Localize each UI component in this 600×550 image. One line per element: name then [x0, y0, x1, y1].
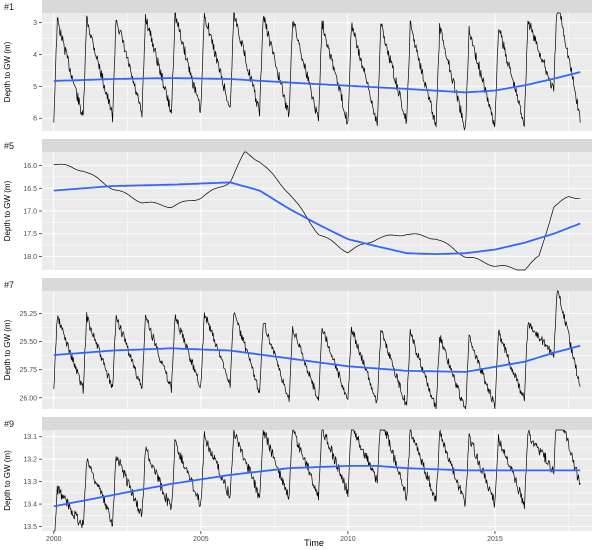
- y-tick-label: 13.5: [23, 524, 37, 531]
- facet-strip: [42, 0, 592, 13]
- x-axis-title: Time: [304, 538, 324, 548]
- y-axis-title: Depth to GW (m): [3, 41, 12, 102]
- y-tick-label: 25.50: [19, 339, 37, 346]
- facet-strip: [42, 417, 592, 430]
- x-tick-label: 2005: [193, 536, 209, 543]
- facet-panel: #9 13.1 13.2 13.3 13.4 13.5 Depth to GW (m): [3, 417, 592, 532]
- facet-title: #7: [4, 280, 14, 290]
- facet-title: #1: [4, 2, 14, 12]
- facet-strip: [42, 139, 592, 152]
- smooth-trend-line: [53, 71, 581, 94]
- facet-title: #9: [4, 419, 14, 429]
- x-tick-label: 2010: [340, 536, 356, 543]
- y-tick-label: 6: [33, 116, 37, 123]
- y-tick-label: 13.4: [23, 502, 37, 509]
- y-tick-label: 13.2: [23, 457, 37, 464]
- y-tick-label: 5: [33, 84, 37, 91]
- y-tick-label: 13.3: [23, 479, 37, 486]
- plot-panel: [42, 430, 592, 531]
- y-tick-label: 17.0: [23, 209, 37, 216]
- facet-title: #5: [4, 141, 14, 151]
- observed-series-line: [53, 429, 581, 532]
- y-tick-label: 26.00: [19, 395, 37, 402]
- plot-panel: [42, 13, 592, 131]
- y-tick-label: 17.5: [23, 231, 37, 238]
- facet-panel: #5 16.0 16.5 17.0 17.5 18.0 Depth to GW (m): [3, 139, 592, 271]
- y-tick-label: 16.0: [23, 163, 37, 170]
- observed-series-line: [53, 151, 581, 271]
- y-axis-title: Depth to GW (m): [3, 450, 12, 511]
- y-tick-label: 25.25: [19, 311, 37, 318]
- y-axis-title: Depth to GW (m): [3, 319, 12, 380]
- x-axis: 2000 2005 2010 2015: [46, 531, 503, 543]
- y-axis-title: Depth to GW (m): [3, 180, 12, 241]
- y-tick-label: 4: [33, 52, 37, 59]
- facet-panel: #7 25.25 25.50 25.75 26.00 Depth to GW (m): [3, 278, 592, 410]
- smooth-trend-line: [53, 465, 581, 508]
- x-tick-label: 2000: [46, 536, 62, 543]
- y-tick-label: 25.75: [19, 367, 37, 374]
- y-tick-label: 3: [33, 20, 37, 27]
- facet-strip: [42, 278, 592, 291]
- y-tick-label: 18.0: [23, 254, 37, 261]
- x-tick-label: 2015: [487, 536, 503, 543]
- observed-series-line: [53, 290, 581, 410]
- smooth-trend-line: [53, 181, 581, 255]
- facet-panel: #1 3 4 5 6 Depth to GW (m): [3, 0, 592, 131]
- observed-series-line: [53, 12, 581, 131]
- y-tick-label: 13.1: [23, 434, 37, 441]
- panels: #1 3 4 5 6 Depth to GW (m) #5 16.0 16.5 17.0 17.5 1…: [3, 0, 592, 532]
- y-tick-label: 16.5: [23, 186, 37, 193]
- smooth-trend-line: [53, 344, 581, 373]
